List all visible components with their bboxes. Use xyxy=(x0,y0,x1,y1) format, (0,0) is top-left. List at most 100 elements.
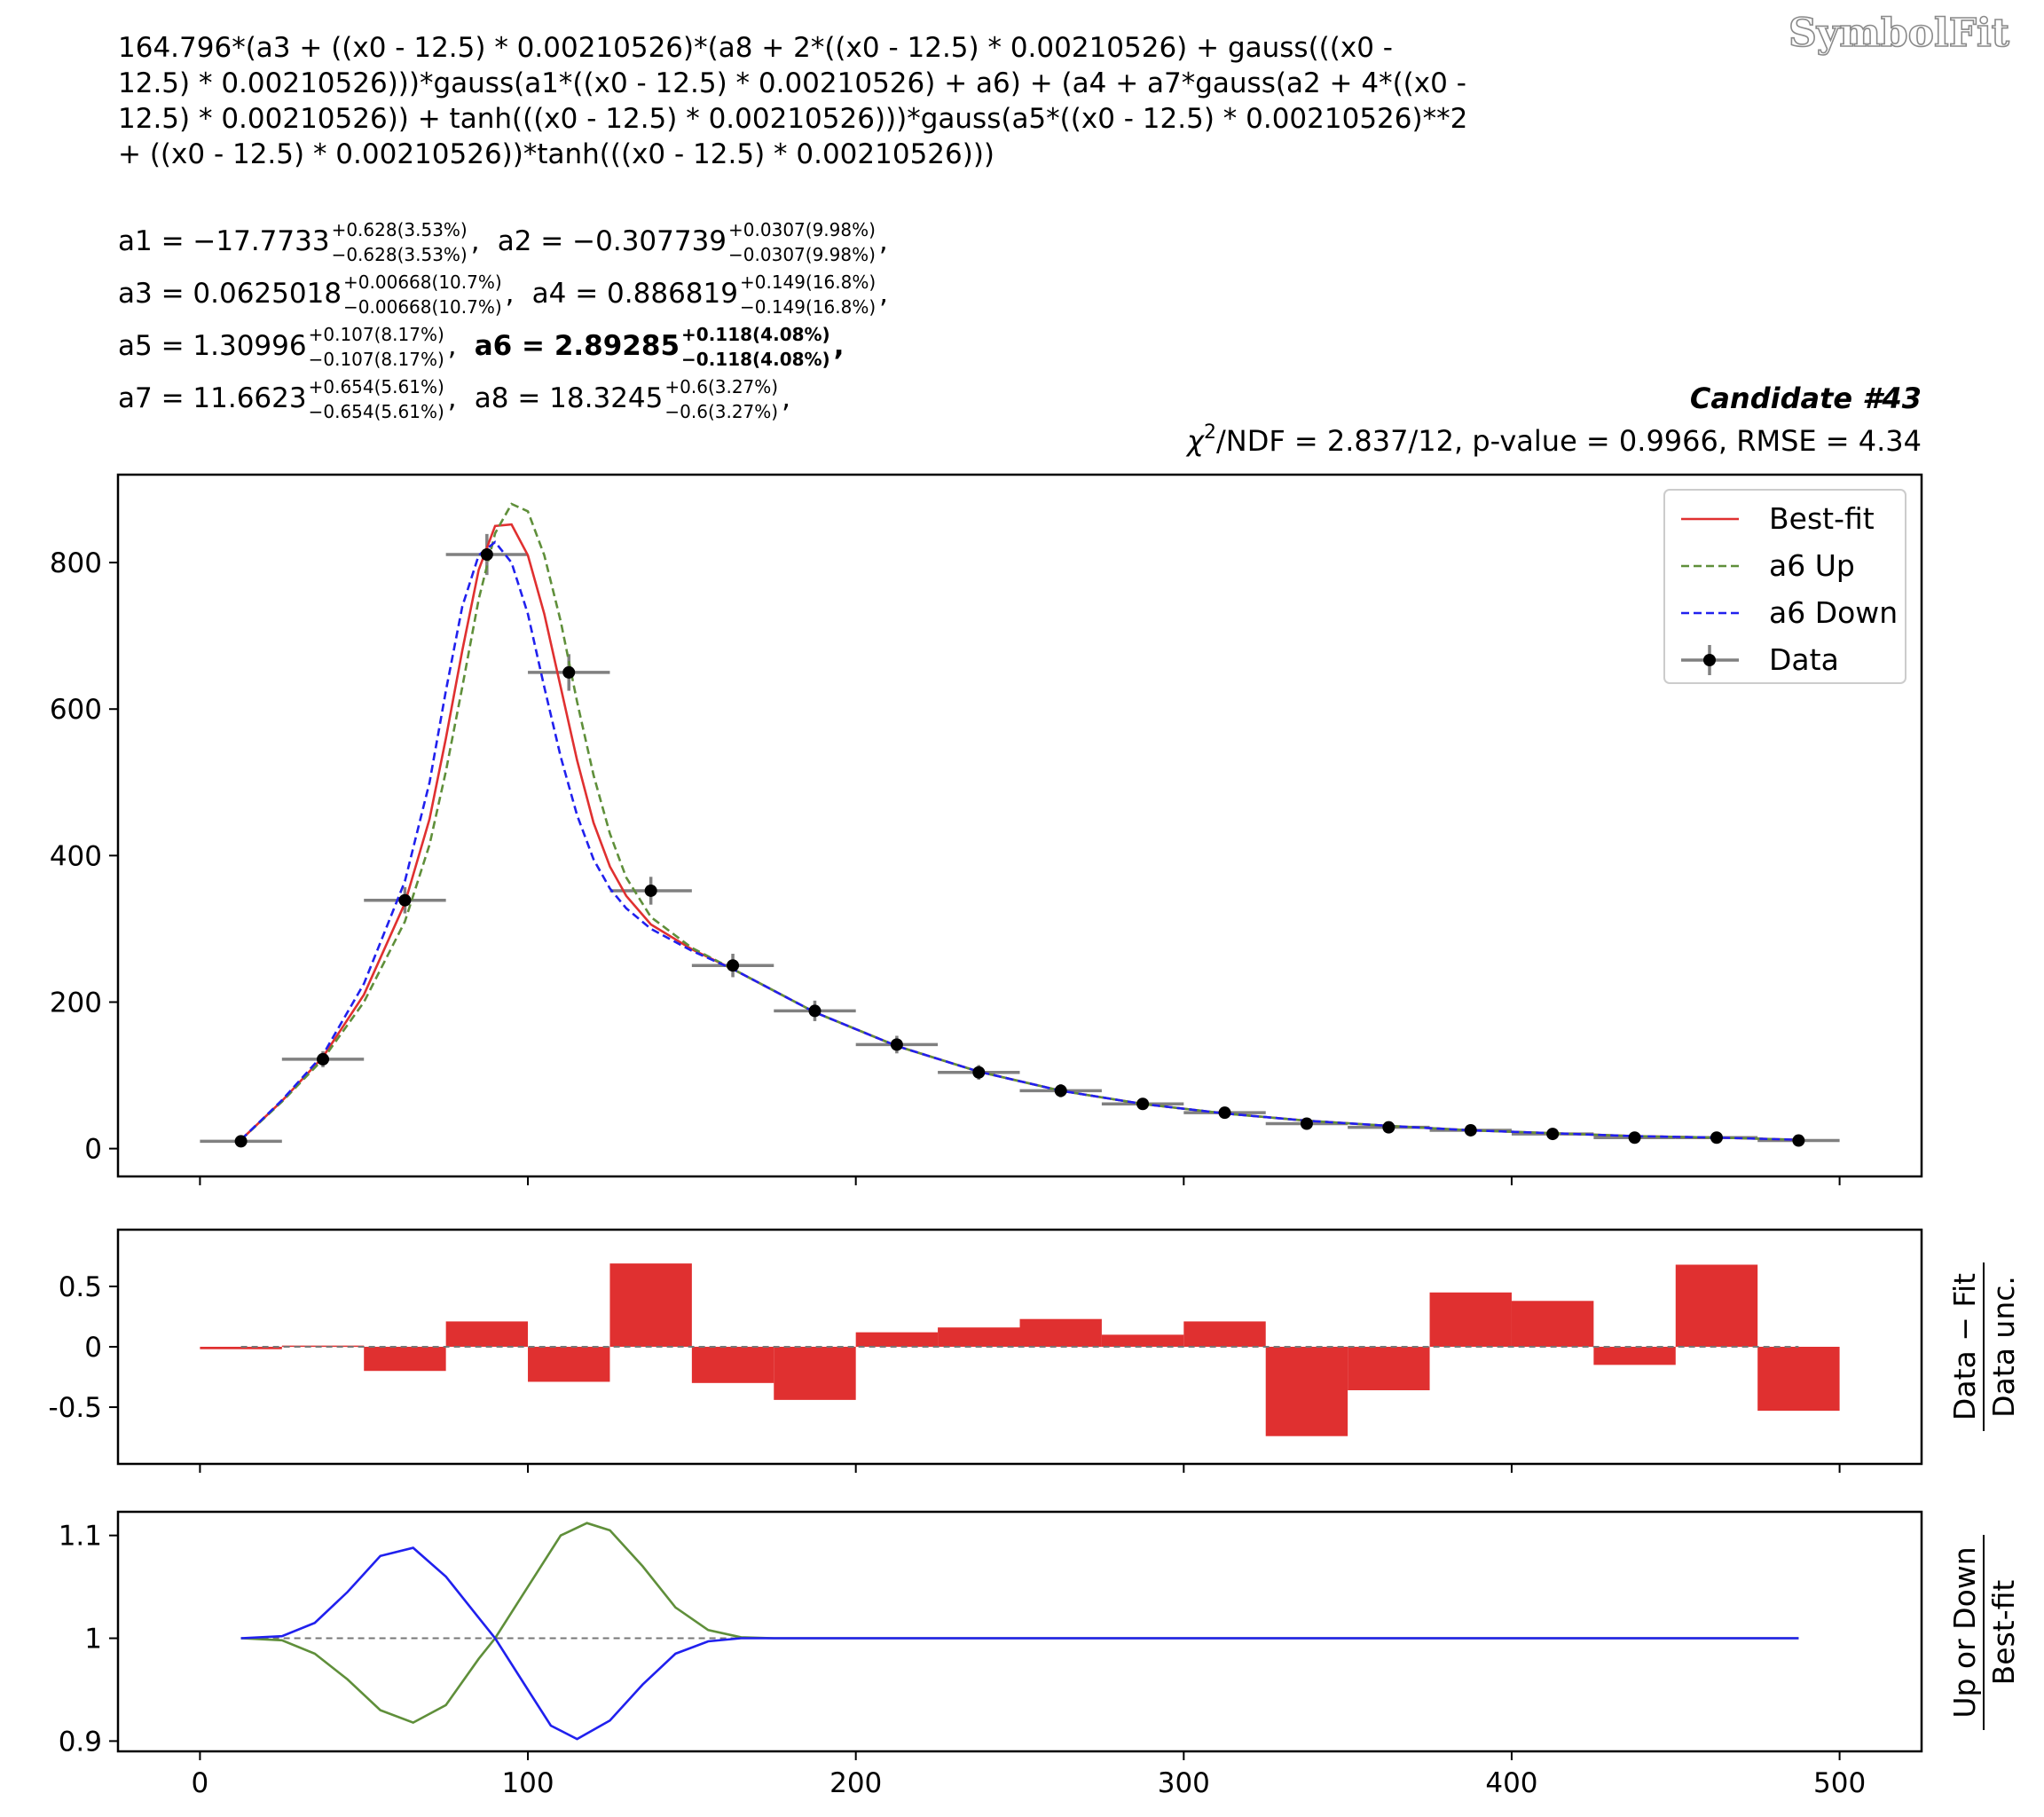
main-axes-frame xyxy=(116,473,1923,1178)
y-tick-label: 1 xyxy=(84,1624,102,1656)
param-separator: , xyxy=(448,382,457,414)
param-separator: , xyxy=(471,225,480,257)
data-point xyxy=(1300,1117,1313,1130)
residual-panel: 0.5 0 -0.5 Data − Fit Data unc. xyxy=(49,1228,2021,1473)
param-separator: , xyxy=(506,278,515,310)
param-a4-up: +0.149(16.8%) xyxy=(740,271,876,293)
x-tick-label: 100 xyxy=(501,1767,554,1799)
data-point xyxy=(1546,1128,1560,1141)
data-point xyxy=(317,1052,330,1066)
param-a5-up: +0.107(8.17%) xyxy=(309,324,444,345)
data-point xyxy=(234,1135,248,1148)
legend-label: a6 Down xyxy=(1769,595,1898,630)
chi-symbol: χ xyxy=(1185,424,1205,458)
y-tick-label: 400 xyxy=(50,840,102,872)
residual-bar xyxy=(528,1347,610,1382)
formula-line: 12.5) * 0.00210526)))*gauss(a1*((x0 - 12… xyxy=(118,67,1466,99)
symbolfit-watermark: SymbolFit xyxy=(1788,11,2010,56)
legend: Best-fit a6 Up a6 Down Data xyxy=(1663,489,1906,684)
param-a6-value: a6 = 2.89285 xyxy=(475,330,680,362)
y-tick-label: -0.5 xyxy=(49,1392,103,1424)
residual-bar xyxy=(445,1321,529,1347)
ratio-ylabel-denominator: Best-fit xyxy=(1986,1580,2021,1686)
residual-bar xyxy=(1348,1347,1430,1390)
data-point xyxy=(808,1004,822,1018)
param-a7-up: +0.654(5.61%) xyxy=(309,376,444,397)
fit-statistics: χ2/NDF = 2.837/12, p-value = 0.9966, RMS… xyxy=(1185,421,1922,458)
residual-bar xyxy=(855,1332,939,1347)
legend-swatch-data-point xyxy=(1703,654,1716,666)
residual-bar xyxy=(1019,1318,1102,1347)
residual-bar xyxy=(609,1263,692,1347)
residual-bar xyxy=(774,1347,856,1400)
param-a2-value: a2 = −0.307739 xyxy=(498,225,727,257)
formula-line: 164.796*(a3 + ((x0 - 12.5) * 0.00210526)… xyxy=(118,32,1393,64)
formula-line: 12.5) * 0.00210526)) + tanh(((x0 - 12.5)… xyxy=(118,103,1467,135)
param-separator: , xyxy=(879,278,888,310)
y-tick-label: 200 xyxy=(50,987,102,1019)
param-a8-down: −0.6(3.27%) xyxy=(664,401,778,422)
residual-bar xyxy=(200,1347,282,1349)
data-point xyxy=(398,893,412,907)
data-point xyxy=(1710,1131,1723,1144)
data-point xyxy=(480,547,493,561)
y-tick-label: 0.9 xyxy=(59,1726,102,1758)
param-a6-down: −0.118(4.08%) xyxy=(681,349,830,370)
residual-ylabel-denominator: Data unc. xyxy=(1986,1276,2021,1418)
x-tick-label: 0 xyxy=(192,1767,209,1799)
residual-bar xyxy=(1265,1347,1348,1436)
y-tick-label: 0 xyxy=(84,1134,102,1166)
residual-bar xyxy=(1757,1347,1840,1412)
x-tick-label: 400 xyxy=(1485,1767,1537,1799)
data-point xyxy=(1054,1084,1067,1097)
param-a4-down: −0.149(16.8%) xyxy=(740,296,876,318)
data-point xyxy=(1136,1097,1150,1111)
candidate-label: Candidate #43 xyxy=(1690,381,1922,415)
param-a2-down: −0.0307(9.98%) xyxy=(728,244,876,265)
residual-bar xyxy=(364,1347,446,1372)
param-separator: , xyxy=(448,330,457,362)
residual-bar xyxy=(1511,1301,1594,1347)
data-point xyxy=(1464,1123,1477,1137)
legend-label: Data xyxy=(1769,642,1839,677)
plot-area xyxy=(240,1522,1799,1741)
param-a5-down: −0.107(8.17%) xyxy=(309,349,444,370)
a6-up-curve xyxy=(240,502,1799,1141)
param-a5-value: a5 = 1.30996 xyxy=(118,330,307,362)
residual-axes-frame xyxy=(116,1228,1923,1466)
up-ratio-curve xyxy=(240,1522,1799,1725)
param-a3-up: +0.00668(10.7%) xyxy=(343,271,502,293)
legend-box xyxy=(1663,489,1906,684)
param-separator: , xyxy=(879,225,888,257)
param-a2-up: +0.0307(9.98%) xyxy=(728,219,876,240)
param-separator: , xyxy=(782,382,790,414)
data-point xyxy=(1218,1106,1231,1120)
plot-area xyxy=(200,1263,1840,1436)
x-tick-label: 200 xyxy=(829,1767,882,1799)
chi-exponent: 2 xyxy=(1204,421,1216,444)
param-a8-up: +0.6(3.27%) xyxy=(664,376,778,397)
data-point xyxy=(727,959,740,972)
param-a1-value: a1 = −17.7733 xyxy=(118,225,330,257)
formula-text: 164.796*(a3 + ((x0 - 12.5) * 0.00210526)… xyxy=(118,32,1467,170)
residual-bar xyxy=(1429,1292,1512,1347)
down-ratio-curve xyxy=(240,1546,1799,1741)
param-a1-down: −0.628(3.53%) xyxy=(332,244,468,265)
param-a8-value: a8 = 18.3245 xyxy=(475,382,664,414)
data-point xyxy=(890,1038,903,1051)
stats-text: /NDF = 2.837/12, p-value = 0.9966, RMSE … xyxy=(1216,424,1922,458)
param-a3-down: −0.00668(10.7%) xyxy=(343,296,502,318)
data-point xyxy=(1628,1131,1641,1144)
main-panel: 0 200 400 600 800 Best-fit a6 Up a6 Down Data xyxy=(50,473,1923,1185)
param-a7-down: −0.654(5.61%) xyxy=(309,401,444,422)
plot-area xyxy=(200,502,1840,1148)
residual-bar xyxy=(938,1327,1020,1347)
data-point xyxy=(1382,1121,1395,1134)
param-a4-value: a4 = 0.886819 xyxy=(532,278,738,310)
residual-bar xyxy=(1101,1334,1184,1347)
a6-down-curve xyxy=(240,540,1799,1141)
y-tick-label: 0.5 xyxy=(59,1271,102,1303)
data-point xyxy=(562,665,576,679)
ratio-ylabel: Up or Down Best-fit xyxy=(1947,1535,2021,1730)
param-a7-value: a7 = 11.6623 xyxy=(118,382,307,414)
